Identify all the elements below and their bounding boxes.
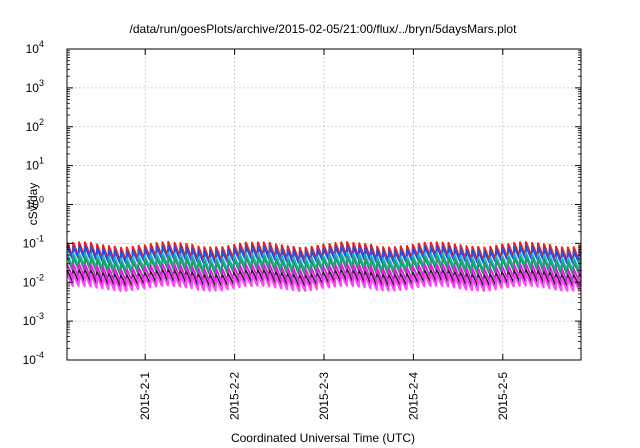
x-tick-label: 2015-2-1 [138,372,152,420]
series-layer [66,240,582,292]
y-tick-label: 102 [26,117,44,134]
x-axis-label: Coordinated Universal Time (UTC) [231,431,415,445]
x-tick-label: 2015-2-5 [496,372,510,420]
x-tick-label: 2015-2-2 [228,372,242,420]
x-tick-label: 2015-2-4 [406,372,420,420]
y-tick-label: 10-4 [23,350,44,367]
x-axis: 2015-2-1 2015-2-2 2015-2-3 2015-2-4 2015-2-5 [138,49,510,420]
y-tick-label: 101 [26,156,44,173]
series-line-7 [66,272,582,292]
y-tick-label: 10-1 [23,233,44,250]
y-tick-label: 10-3 [23,311,44,328]
y-tick-label: 104 [26,39,44,56]
grid [67,49,581,360]
y-tick-label: 100 [26,195,44,212]
y-tick-label: 10-2 [23,272,44,289]
chart-title: /data/run/goesPlots/archive/2015-02-05/2… [130,22,518,36]
y-axis-label: cSv/day [26,183,40,226]
x-tick-label: 2015-2-3 [317,372,331,420]
y-tick-label: 103 [26,78,44,95]
y-axis: 104 103 102 101 100 10-1 10-2 10-3 10-4 [23,39,581,367]
